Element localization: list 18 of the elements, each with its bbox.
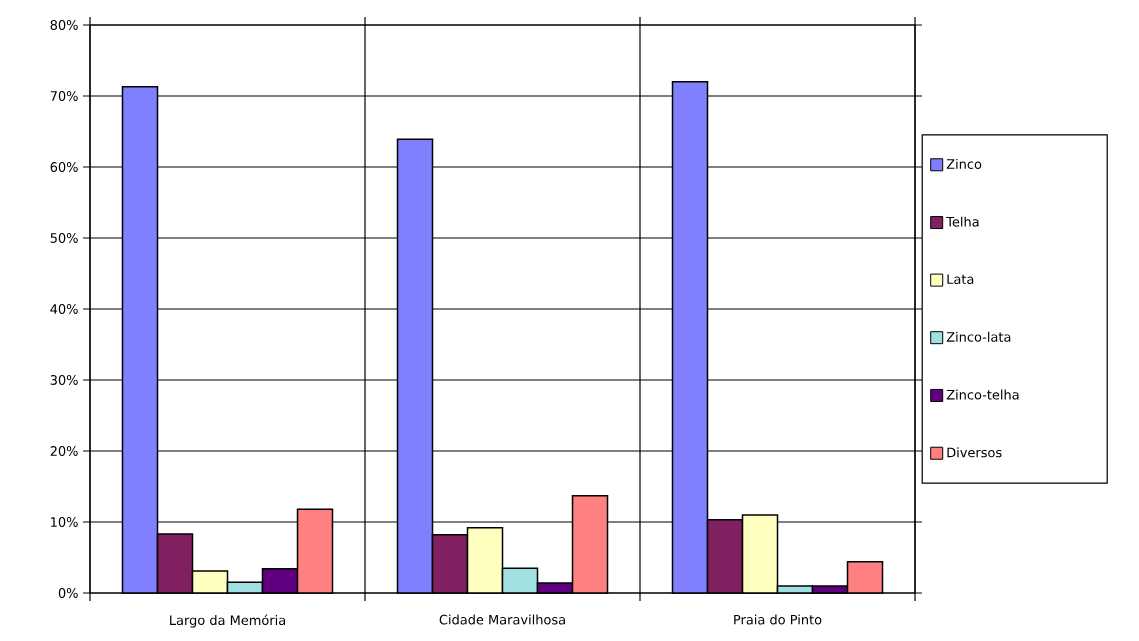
legend-label: Telha — [946, 216, 979, 227]
y-tick-label: 80% — [50, 20, 78, 30]
y-tick-label: 0% — [58, 588, 78, 598]
legend-label: Lata — [947, 274, 974, 285]
legend-label: Zinco — [946, 158, 982, 169]
legend-label: Zinco-telha — [946, 389, 1019, 400]
y-tick-label: 70% — [50, 91, 78, 101]
y-tick-label: 60% — [50, 162, 78, 172]
legend-label: Diversos — [947, 447, 1002, 458]
y-tick-label: 40% — [50, 304, 78, 314]
x-tick-label: Largo da Memória — [170, 614, 285, 628]
y-tick-label: 30% — [50, 375, 78, 385]
x-tick-label: Cidade Maravilhosa — [439, 614, 565, 625]
legend-label: Zinco-lata — [946, 331, 1011, 342]
x-tick-label: Praia do Pinto — [734, 614, 822, 625]
y-tick-label: 20% — [50, 446, 78, 456]
y-tick-label: 10% — [51, 517, 78, 527]
y-tick-label: 50% — [50, 233, 78, 243]
